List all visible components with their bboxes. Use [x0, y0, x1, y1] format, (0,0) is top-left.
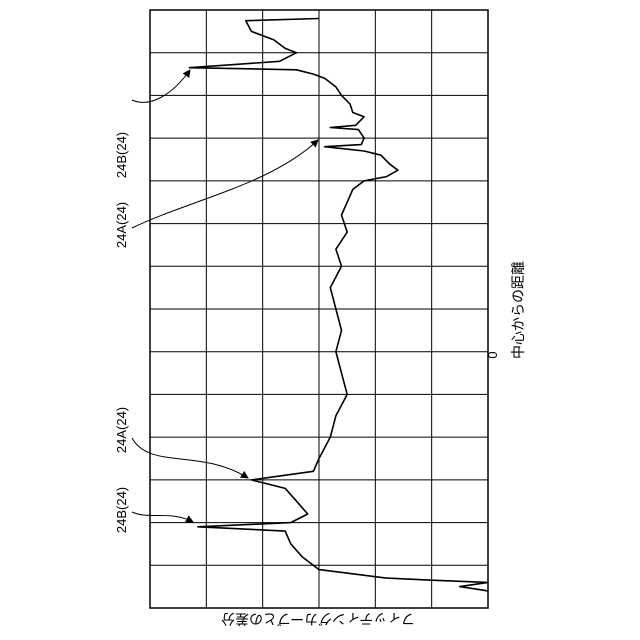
annotation-label: 24B(24)	[114, 487, 129, 533]
annotation-arrow	[132, 512, 193, 522]
series-line	[189, 19, 488, 591]
x-axis-label: 中心からの距離	[510, 261, 526, 359]
annotation-label: 24A(24)	[114, 202, 129, 248]
annotation-arrow	[132, 140, 318, 228]
annotation-label: 24B(24)	[114, 132, 129, 178]
y-axis-label: フィッティングカーブとの差分	[221, 611, 415, 627]
x-axis-tick-label: 0	[485, 351, 500, 358]
gridlines	[150, 10, 488, 608]
annotations: 24B(24) 24A(24) 24A(24) 24B(24)	[114, 70, 318, 533]
annotation-label: 24A(24)	[114, 407, 129, 453]
annotation-arrow	[132, 70, 190, 102]
